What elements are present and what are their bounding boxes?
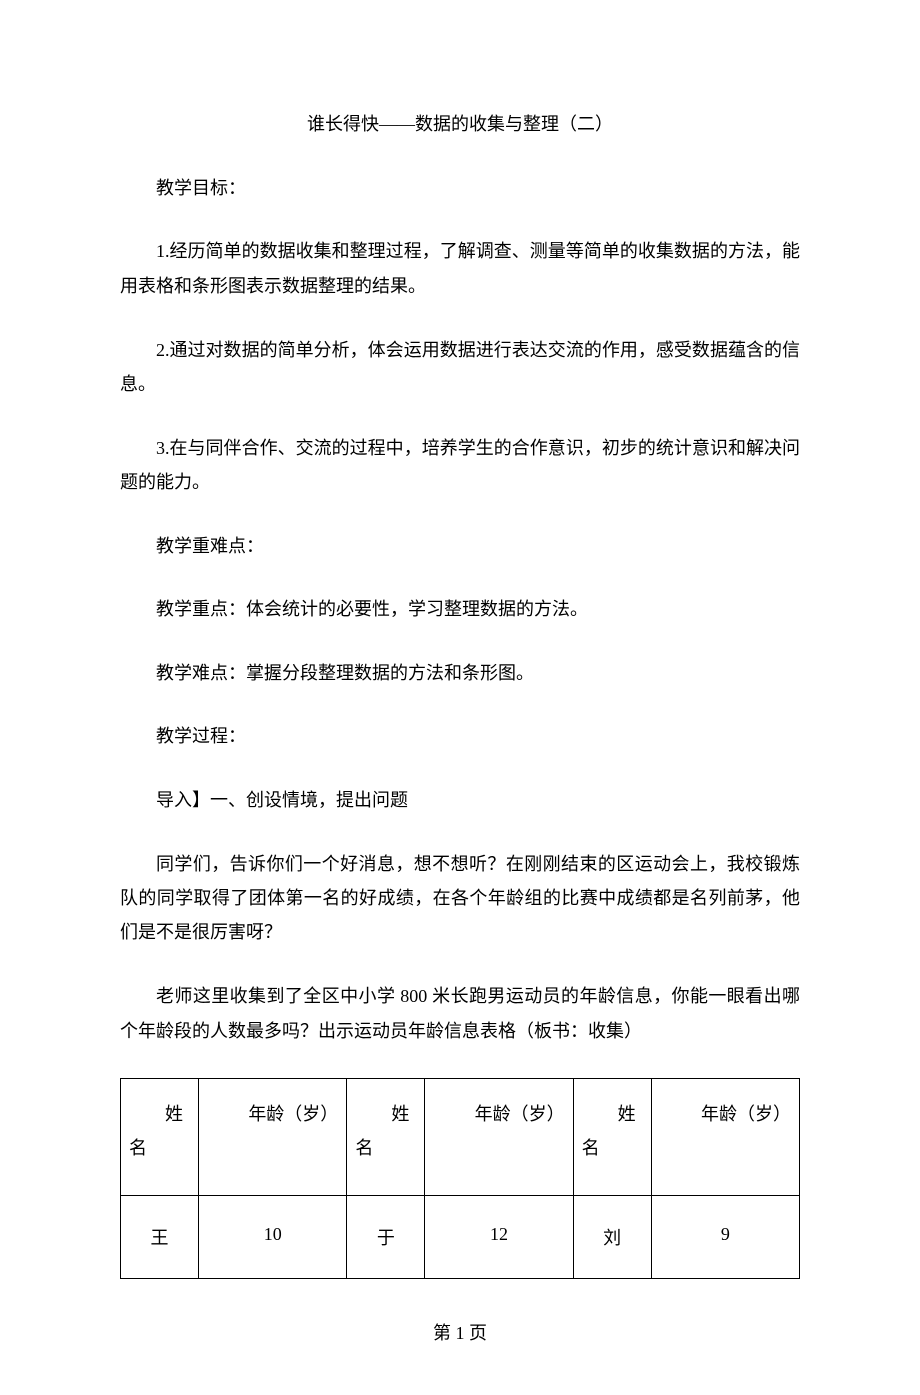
athlete-age-table: 姓名 年龄（岁） 姓名 年龄（岁） 姓名 年龄（岁） 王 10 于 12 [120,1078,800,1279]
table-row: 王 10 于 12 刘 9 [121,1196,800,1279]
process-heading: 教学过程： [120,720,800,752]
difficulty-heading: 教学重难点： [120,530,800,562]
intro-heading: 导入】一、创设情境，提出问题 [120,783,800,817]
paragraph-1: 同学们，告诉你们一个好消息，想不想听？在刚刚结束的区运动会上，我校锻炼队的同学取… [120,847,800,950]
objective-2: 2.通过对数据的简单分析，体会运用数据进行表达交流的作用，感受数据蕴含的信息。 [120,333,800,401]
table-header-name-3: 姓名 [573,1078,651,1195]
cell-name-2: 于 [347,1196,425,1279]
document-title: 谁长得快——数据的收集与整理（二） [120,110,800,136]
teaching-difficulty: 教学难点：掌握分段整理数据的方法和条形图。 [120,656,800,690]
objective-3: 3.在与同伴合作、交流的过程中，培养学生的合作意识，初步的统计意识和解决问题的能… [120,431,800,499]
paragraph-2: 老师这里收集到了全区中小学 800 米长跑男运动员的年龄信息，你能一眼看出哪个年… [120,979,800,1047]
cell-name-1: 王 [121,1196,199,1279]
table-header-age-1: 年龄（岁） [199,1078,347,1195]
table-header-name-2: 姓名 [347,1078,425,1195]
cell-age-1: 10 [199,1196,347,1279]
cell-age-3: 9 [651,1196,799,1279]
objective-1: 1.经历简单的数据收集和整理过程，了解调查、测量等简单的收集数据的方法，能用表格… [120,234,800,302]
table-header-name-1: 姓名 [121,1078,199,1195]
objectives-heading: 教学目标： [120,172,800,204]
table-header-row: 姓名 年龄（岁） 姓名 年龄（岁） 姓名 年龄（岁） [121,1078,800,1195]
page-number: 第 1 页 [120,1319,800,1345]
cell-name-3: 刘 [573,1196,651,1279]
teaching-focus: 教学重点：体会统计的必要性，学习整理数据的方法。 [120,592,800,626]
table-header-age-3: 年龄（岁） [651,1078,799,1195]
table-header-age-2: 年龄（岁） [425,1078,573,1195]
cell-age-2: 12 [425,1196,573,1279]
